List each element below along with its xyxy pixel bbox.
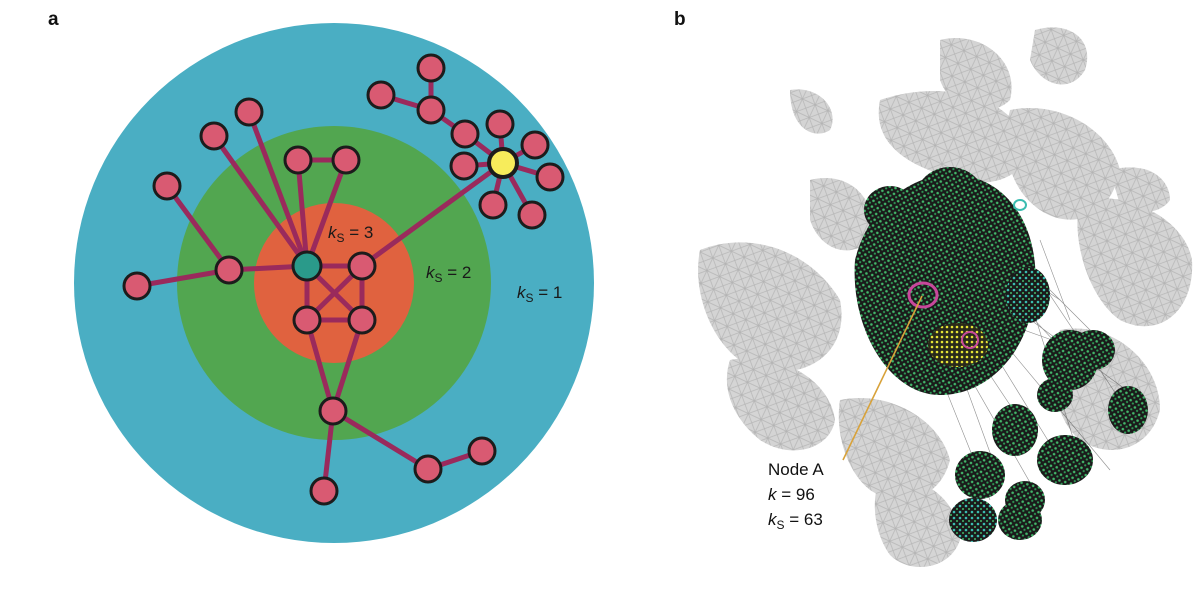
node-a-name: Node A (768, 460, 824, 479)
node (413, 454, 443, 484)
node (449, 151, 479, 181)
edge (164, 183, 232, 273)
kshell-diagram: kS = 3 kS = 2 kS = 1 (74, 23, 594, 543)
node (331, 145, 361, 175)
edge (359, 160, 506, 269)
node-a-annotation: Node A k = 96 kS = 63 (768, 460, 824, 532)
node (283, 145, 313, 175)
node (517, 200, 547, 230)
panel-b-letter: b (674, 9, 686, 30)
node (520, 130, 550, 160)
node (318, 396, 348, 426)
label-ks3: kS = 3 (328, 223, 373, 245)
node (199, 121, 229, 151)
node (122, 271, 152, 301)
node (152, 171, 182, 201)
node (309, 476, 339, 506)
node (366, 80, 396, 110)
highlight-node (487, 147, 519, 179)
node (347, 305, 377, 335)
panel-a: a (48, 9, 594, 543)
node-a-pointer (842, 295, 923, 461)
edge (134, 267, 232, 289)
node-a-degree: k = 96 (768, 485, 815, 504)
node (478, 190, 508, 220)
node-a-kshell: kS = 63 (768, 510, 823, 532)
node (234, 97, 264, 127)
core-hub-node (291, 250, 323, 282)
node (450, 119, 480, 149)
node (214, 255, 244, 285)
node (416, 53, 446, 83)
node (485, 109, 515, 139)
label-ks2: kS = 2 (426, 263, 471, 285)
label-ks1: kS = 1 (517, 283, 562, 305)
node (347, 251, 377, 281)
network-visualization: Node A k = 96 kS = 63 (698, 27, 1193, 567)
edge (304, 317, 336, 414)
edge (304, 157, 349, 269)
node (416, 95, 446, 125)
panel-a-letter: a (48, 9, 59, 30)
node (292, 305, 322, 335)
edge (246, 109, 310, 269)
edge (330, 317, 365, 414)
edge (295, 157, 310, 269)
node (535, 162, 565, 192)
panel-b: b (640, 0, 1200, 598)
node (467, 436, 497, 466)
core-clusters (854, 167, 1148, 542)
nodes (122, 53, 565, 506)
edge (330, 408, 431, 472)
edge (211, 133, 310, 269)
